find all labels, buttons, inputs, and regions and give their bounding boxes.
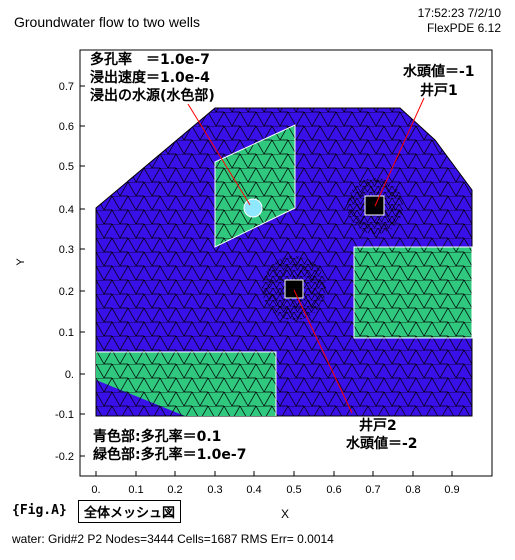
timestamp: 17:52:23 7/2/10 <box>417 6 501 20</box>
y-tick-label: 0.6 <box>59 121 74 133</box>
status-line: water: Grid#2 P2 Nodes=3444 Cells=1687 R… <box>12 532 334 546</box>
annotation-well1-name: 井戸1 <box>420 82 458 99</box>
annotation-well1-head: 水頭値＝-1 <box>403 63 475 80</box>
x-tick-label: 0.8 <box>405 484 420 496</box>
y-tick-label: 0.7 <box>59 81 74 93</box>
x-tick-label: 0.5 <box>286 484 301 496</box>
y-tick-label: 0.1 <box>59 327 74 339</box>
x-axis-label: X <box>281 507 290 521</box>
x-tick-label: 0. <box>91 484 100 496</box>
y-tick-label: -0.1 <box>55 409 74 421</box>
pointer-line-well2 <box>293 289 353 414</box>
green-region-right-outline <box>353 246 473 339</box>
y-tick-label: 0. <box>65 369 74 381</box>
annotation-well2-name: 井戸2 <box>359 417 397 434</box>
y-tick-label: 0.3 <box>59 244 74 256</box>
y-tick-label: 0.4 <box>59 204 74 216</box>
plot-frame <box>79 49 493 477</box>
x-tick-label: 0.4 <box>246 484 261 496</box>
x-tick-label: 0.7 <box>365 484 380 496</box>
x-tick-label: 0.3 <box>207 484 222 496</box>
water-source-region <box>243 198 263 218</box>
annotation-porosity: 多孔率 ＝1.0e-7 <box>90 51 210 68</box>
annotation-blue-porosity: 青色部:多孔率＝0.1 <box>93 428 221 445</box>
annotation-water-source: 浸出の水源(水色部) <box>90 87 215 104</box>
well1-marker <box>364 195 385 216</box>
x-tick-label: 0.6 <box>326 484 341 496</box>
figure-label: {Fig.A} <box>12 503 67 518</box>
y-axis: 0.7 0.6 0.5 0.4 0.3 0.2 0.1 0. -0.1 -0.2 <box>55 81 85 463</box>
annotation-green-porosity: 緑色部:多孔率＝1.0e-7 <box>93 446 246 463</box>
figure-caption: 全体メッシュ図 <box>78 500 182 523</box>
green-region-upper-outline <box>214 124 296 248</box>
y-tick-label: -0.2 <box>55 451 74 463</box>
x-tick-label: 0.2 <box>167 484 182 496</box>
pointer-line-source <box>187 103 251 206</box>
annotation-well2-head: 水頭値＝-2 <box>346 435 418 452</box>
header-info: 17:52:23 7/2/10 FlexPDE 6.12 <box>418 6 501 36</box>
x-axis: 0. 0.1 0.2 0.3 0.4 0.5 0.6 0.7 0.8 0.9 <box>91 471 460 496</box>
pointer-line-well1 <box>374 97 425 207</box>
y-tick-label: 0.5 <box>59 161 74 173</box>
x-tick-label: 0.9 <box>444 484 459 496</box>
y-axis-label: Y <box>15 258 27 266</box>
green-region-bottom-outline <box>96 351 277 416</box>
well2-marker <box>284 279 304 299</box>
annotation-leak-rate: 浸出速度＝1.0e-4 <box>90 69 210 86</box>
x-tick-label: 0.1 <box>128 484 143 496</box>
plot-title: Groundwater flow to two wells <box>14 14 200 30</box>
y-tick-label: 0.2 <box>59 286 74 298</box>
software-version: FlexPDE 6.12 <box>426 21 501 35</box>
